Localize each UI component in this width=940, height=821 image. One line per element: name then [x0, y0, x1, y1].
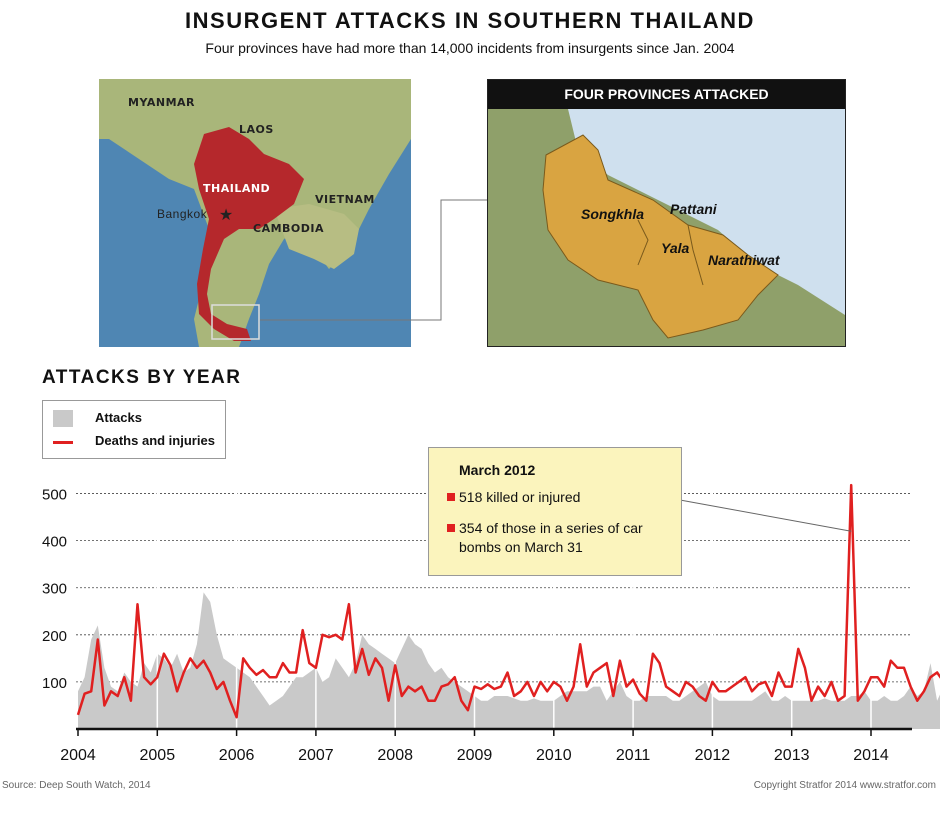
chart-legend: Attacks Deaths and injuries	[42, 400, 226, 459]
legend-deaths-label: Deaths and injuries	[95, 433, 215, 448]
x-tick-label: 2007	[298, 747, 334, 764]
province-border-1	[637, 219, 649, 266]
chart-section-title: ATTACKS BY YEAR	[42, 367, 242, 388]
label-narathiwat: Narathiwat	[708, 252, 780, 268]
x-tick-label: 2004	[60, 747, 96, 764]
label-pattani: Pattani	[670, 201, 717, 217]
callout-item-1: 518 killed or injured	[447, 488, 669, 507]
legend-deaths-swatch	[53, 441, 73, 444]
callout-bullet-icon	[447, 524, 455, 532]
deaths-injuries-line	[76, 483, 940, 719]
callout-item-2-text: 354 of those in a series of car bombs on…	[459, 520, 643, 555]
axis-layer	[76, 727, 912, 736]
y-tick-label: 300	[42, 581, 67, 598]
label-yala: Yala	[661, 240, 690, 256]
x-tick-label: 2011	[616, 747, 651, 764]
inset-highlight-box	[211, 304, 260, 340]
callout-item-1-text: 518 killed or injured	[459, 489, 581, 505]
attacks-area	[78, 592, 940, 729]
provinces-shape	[542, 134, 779, 339]
callout-title: March 2012	[459, 462, 536, 478]
march-2012-callout: March 2012 518 killed or injured 354 of …	[428, 447, 682, 576]
label-thailand: THAILAND	[203, 182, 271, 195]
bangkok-star-icon: ★	[219, 207, 233, 224]
inset-title: FOUR PROVINCES ATTACKED	[488, 80, 845, 109]
x-tick-label: 2009	[457, 747, 493, 764]
x-tick-label: 2006	[219, 747, 255, 764]
y-tick-label: 100	[42, 675, 67, 692]
copyright-note: Copyright Stratfor 2014 www.stratfor.com	[753, 780, 936, 791]
page-title: INSURGENT ATTACKS IN SOUTHERN THAILAND	[185, 8, 755, 33]
attacks-area-layer	[78, 592, 940, 729]
deaths-line-layer	[76, 483, 940, 719]
callout-pointer	[679, 499, 852, 532]
label-laos: LAOS	[239, 123, 274, 136]
label-songkhla: Songkhla	[581, 206, 645, 222]
callout-item-2: 354 of those in a series of car bombs on…	[447, 519, 669, 557]
label-myanmar: MYANMAR	[128, 96, 196, 109]
y-tick-label: 200	[42, 628, 67, 645]
inset-map: FOUR PROVINCES ATTACKED Songkhla Pattani…	[487, 79, 846, 347]
regional-map-graphic: ★	[99, 79, 411, 347]
y-tick-label: 400	[42, 534, 67, 551]
x-tick-label: 2005	[140, 747, 176, 764]
x-tick-label: 2014	[853, 747, 889, 764]
legend-attacks-label: Attacks	[95, 410, 142, 425]
label-bangkok: Bangkok	[157, 207, 208, 221]
grid-layer	[76, 493, 912, 683]
page-subtitle: Four provinces have had more than 14,000…	[205, 40, 735, 56]
province-border-2	[687, 224, 704, 286]
legend-attacks-swatch	[53, 410, 73, 427]
inset-map-graphic	[488, 80, 845, 346]
y-tick-label: 500	[42, 487, 67, 504]
thailand-shape	[194, 127, 304, 341]
x-tick-label: 2012	[695, 747, 731, 764]
callout-bullet-icon	[447, 493, 455, 501]
tick-label-layer: 100 200 300 400 500 2004 2005 2006 2007 2008 2009 2…	[42, 487, 889, 764]
x-tick-label: 2010	[536, 747, 572, 764]
x-tick-label: 2013	[774, 747, 810, 764]
source-note: Source: Deep South Watch, 2014	[2, 780, 151, 791]
x-tick-label: 2008	[377, 747, 413, 764]
